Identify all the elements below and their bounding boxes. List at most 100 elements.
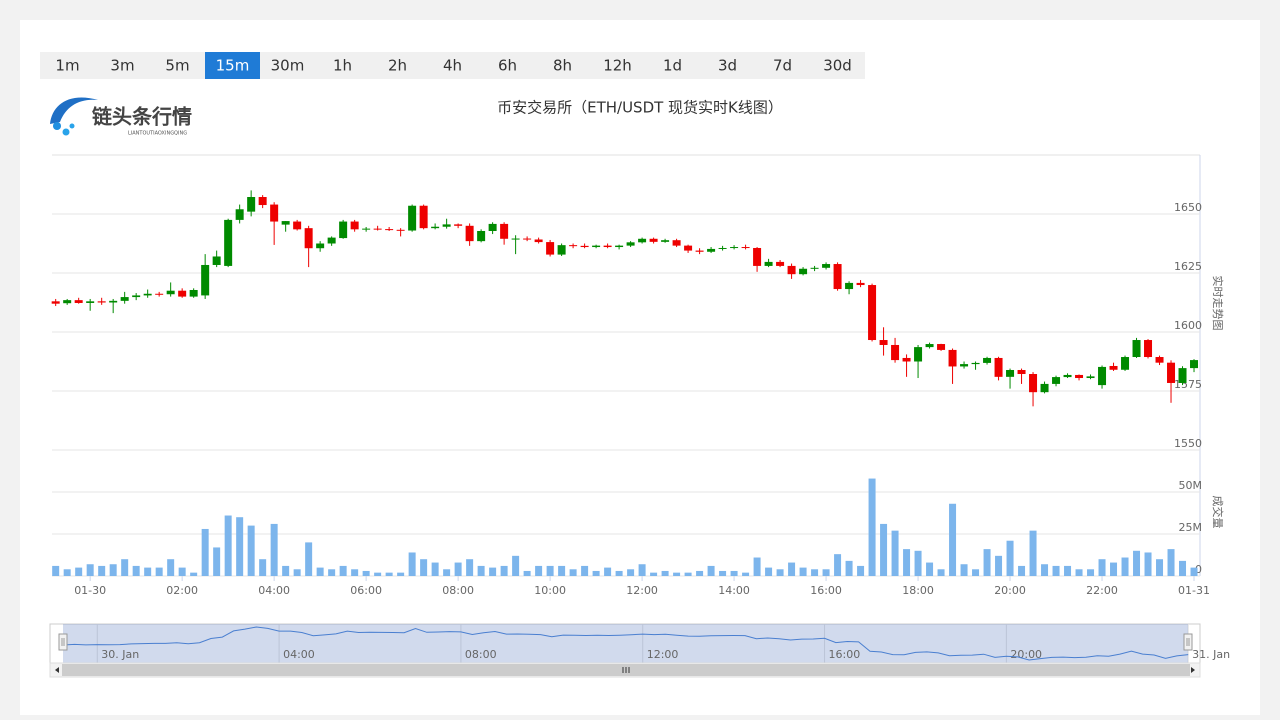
- candle-body: [500, 223, 509, 239]
- time-button[interactable]: [645, 52, 700, 79]
- time-button[interactable]: [150, 52, 205, 79]
- x-tick-label: 01-30: [74, 584, 106, 597]
- time-button[interactable]: [205, 52, 260, 79]
- candle-body: [1063, 374, 1072, 378]
- time-button[interactable]: [425, 52, 480, 79]
- volume-bar: [420, 559, 428, 576]
- volume-bar: [811, 569, 819, 576]
- candle-body: [546, 242, 555, 255]
- candle-body: [373, 228, 382, 230]
- volume-bar: [132, 565, 140, 576]
- x-tick-label: 08:00: [442, 584, 474, 597]
- volume-bar: [707, 565, 715, 576]
- volume-bar: [1167, 549, 1175, 576]
- candle-body: [293, 221, 302, 230]
- navigator-tick-label: 04:00: [283, 648, 315, 661]
- candle-body: [879, 340, 888, 345]
- candle-body: [1144, 340, 1153, 358]
- time-button[interactable]: [590, 52, 645, 79]
- volume-bar: [339, 565, 347, 576]
- volume-bar: [960, 564, 968, 576]
- candle-body: [74, 300, 83, 303]
- volume-bar: [293, 569, 301, 576]
- volume-bar: [604, 567, 612, 576]
- logo-dot: [53, 122, 61, 130]
- volume-bar: [86, 564, 94, 576]
- time-button[interactable]: [40, 52, 95, 79]
- volume-bar: [822, 569, 830, 576]
- scroll-right-arrow[interactable]: [1191, 667, 1195, 673]
- volume-tick-label: 50M: [1179, 479, 1203, 492]
- volume-bar: [1075, 569, 1083, 576]
- volume-bar: [431, 562, 439, 576]
- volume-bar: [776, 569, 784, 576]
- candle-body: [615, 245, 624, 248]
- candle-body: [741, 247, 750, 249]
- navigator-handle[interactable]: [58, 633, 68, 651]
- scroll-left-arrow[interactable]: [55, 667, 59, 673]
- candle-body: [419, 205, 428, 229]
- volume-bar: [1190, 567, 1198, 576]
- time-button-label: 8h: [553, 57, 572, 75]
- time-button[interactable]: [810, 52, 865, 79]
- candle-body: [1052, 377, 1061, 384]
- candle-body: [753, 247, 762, 266]
- candle-body: [511, 238, 520, 240]
- time-button[interactable]: [700, 52, 755, 79]
- candle-body: [155, 293, 164, 295]
- volume-bar: [259, 559, 267, 576]
- candle-body: [684, 245, 693, 251]
- candle-body: [224, 219, 233, 266]
- navigator-tick-label: 16:00: [829, 648, 861, 661]
- navigator-handle[interactable]: [1183, 633, 1193, 651]
- candle-body: [166, 290, 175, 295]
- candle-body: [868, 285, 877, 341]
- time-button[interactable]: [370, 52, 425, 79]
- x-tick-label: 01-31: [1178, 584, 1210, 597]
- volume-bar: [362, 570, 370, 576]
- volume-tick-label: 0: [1195, 563, 1202, 576]
- volume-bar: [466, 559, 474, 576]
- volume-bar: [1029, 530, 1037, 576]
- candle-body: [431, 226, 440, 229]
- volume-bar: [443, 569, 451, 576]
- time-button[interactable]: [260, 52, 315, 79]
- time-button[interactable]: [480, 52, 535, 79]
- candle-body: [97, 301, 106, 303]
- volume-bar: [75, 567, 83, 576]
- volume-bar: [730, 570, 738, 576]
- volume-bar: [661, 570, 669, 576]
- volume-bar: [558, 565, 566, 576]
- candle-body: [661, 240, 670, 242]
- candle-body: [983, 357, 992, 363]
- volume-bar: [684, 572, 692, 576]
- time-button[interactable]: [315, 52, 370, 79]
- volume-bar: [374, 572, 382, 576]
- volume-bar: [972, 569, 980, 576]
- time-button-label: 3m: [110, 57, 134, 75]
- candle-body: [1132, 340, 1141, 358]
- candle-body: [1190, 360, 1199, 369]
- volume-bar: [282, 565, 290, 576]
- volume-bar: [1110, 562, 1118, 576]
- volume-tick-label: 25M: [1179, 521, 1203, 534]
- volume-bar: [799, 567, 807, 576]
- volume-bar: [914, 550, 922, 576]
- candle-body: [937, 344, 946, 350]
- volume-bar: [144, 567, 152, 576]
- time-button[interactable]: [535, 52, 590, 79]
- time-button-label: 4h: [443, 57, 462, 75]
- volume-bar: [1087, 569, 1095, 576]
- volume-bar: [937, 569, 945, 576]
- navigator-tick-label: 08:00: [465, 648, 497, 661]
- x-tick-label: 16:00: [810, 584, 842, 597]
- volume-bar: [385, 572, 393, 576]
- candle-body: [1017, 369, 1026, 375]
- time-button[interactable]: [755, 52, 810, 79]
- x-tick-label: 04:00: [258, 584, 290, 597]
- volume-bar: [155, 567, 163, 576]
- x-tick-label: 14:00: [718, 584, 750, 597]
- time-button[interactable]: [95, 52, 150, 79]
- volume-bar: [1098, 559, 1106, 576]
